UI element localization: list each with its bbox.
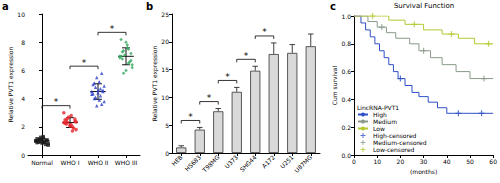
svg-text:U251: U251 — [279, 153, 295, 169]
svg-text:Medium: Medium — [373, 118, 397, 125]
svg-text:0: 0 — [352, 158, 356, 165]
svg-text:60: 60 — [489, 158, 497, 165]
svg-text:HEB: HEB — [170, 154, 184, 168]
svg-text:(months): (months) — [410, 168, 437, 175]
svg-text:WHO III: WHO III — [115, 159, 138, 166]
svg-text:*: * — [54, 97, 59, 107]
svg-text:c: c — [330, 1, 336, 12]
svg-text:Low: Low — [373, 125, 385, 132]
svg-text:High: High — [373, 111, 387, 118]
svg-text:b: b — [146, 1, 153, 12]
svg-text:*: * — [262, 27, 267, 37]
svg-text:Normal: Normal — [31, 159, 53, 166]
svg-text:25: 25 — [161, 11, 169, 18]
svg-text:*: * — [82, 58, 87, 68]
svg-text:U87MG: U87MG — [293, 153, 314, 174]
svg-text:T98MG: T98MG — [200, 153, 221, 174]
svg-text:Survival Function: Survival Function — [394, 2, 454, 10]
svg-text:0: 0 — [21, 152, 25, 159]
svg-text:0.0: 0.0 — [341, 152, 351, 159]
svg-text:a: a — [2, 1, 9, 12]
svg-text:Low-censored: Low-censored — [373, 146, 415, 153]
svg-text:1.0: 1.0 — [341, 13, 351, 20]
svg-text:Relative PVT1 expression: Relative PVT1 expression — [7, 47, 15, 123]
svg-text:15: 15 — [161, 66, 169, 73]
svg-text:WHO II: WHO II — [88, 159, 109, 166]
svg-text:LincRNA-PVT1: LincRNA-PVT1 — [357, 104, 399, 111]
svg-text:*: * — [110, 24, 115, 34]
svg-text:10: 10 — [161, 94, 169, 101]
svg-text:8: 8 — [21, 39, 25, 46]
svg-text:2: 2 — [21, 123, 25, 130]
svg-text:0.2: 0.2 — [341, 124, 351, 131]
svg-text:High-censored: High-censored — [373, 132, 417, 139]
svg-text:*: * — [207, 93, 212, 103]
svg-text:Medium-censored: Medium-censored — [373, 139, 427, 146]
svg-text:5: 5 — [165, 122, 169, 129]
svg-text:40: 40 — [443, 158, 451, 165]
svg-text:20: 20 — [397, 158, 405, 165]
svg-text:20: 20 — [161, 38, 169, 45]
svg-text:A172: A172 — [260, 153, 276, 169]
svg-text:*: * — [225, 72, 230, 82]
svg-text:Relative PVT1 expression: Relative PVT1 expression — [151, 46, 159, 122]
svg-text:U373: U373 — [223, 153, 239, 169]
svg-text:WHO I: WHO I — [61, 159, 80, 166]
svg-text:SHG44: SHG44 — [238, 153, 258, 173]
svg-text:HS683: HS683 — [183, 153, 202, 172]
svg-text:0.8: 0.8 — [341, 40, 351, 47]
svg-text:6: 6 — [21, 67, 25, 74]
svg-text:4: 4 — [21, 95, 25, 102]
svg-text:50: 50 — [466, 158, 474, 165]
svg-text:10: 10 — [373, 158, 381, 165]
svg-text:*: * — [188, 112, 193, 122]
svg-text:10: 10 — [17, 11, 25, 18]
svg-text:30: 30 — [420, 158, 428, 165]
svg-text:0.6: 0.6 — [341, 68, 351, 75]
svg-text:*: * — [244, 51, 249, 61]
svg-text:0: 0 — [165, 150, 169, 157]
svg-text:Cum survival: Cum survival — [331, 66, 338, 106]
svg-text:0.4: 0.4 — [341, 96, 351, 103]
